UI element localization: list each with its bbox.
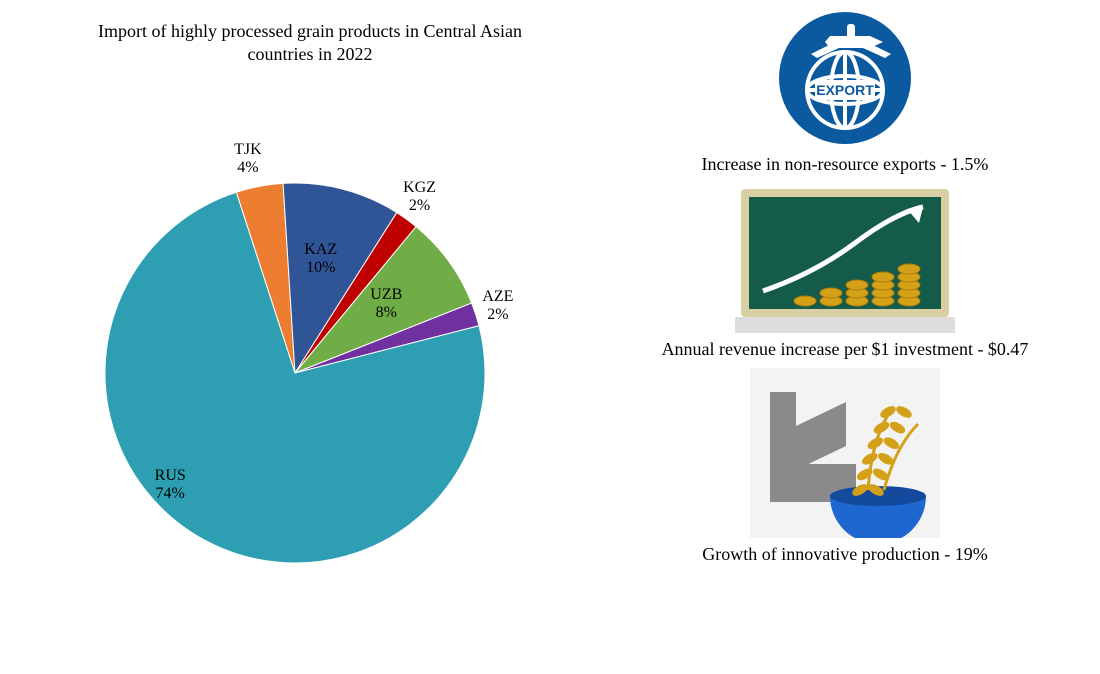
pie-label-pct: 2%	[409, 197, 430, 214]
pie-label-code: KGZ	[403, 179, 436, 196]
pie-label-code: KAZ	[304, 241, 337, 258]
factory-grain-icon	[750, 368, 940, 538]
pie-label-code: AZE	[482, 288, 513, 305]
export-globe-icon: EXPORT	[775, 8, 915, 148]
pie-chart-panel: Import of highly processed grain product…	[30, 20, 590, 640]
pie-label-rus: RUS74%	[155, 467, 186, 504]
pie-label-pct: 4%	[237, 159, 258, 176]
pie-label-kgz: KGZ2%	[403, 179, 436, 216]
chart-title: Import of highly processed grain product…	[70, 20, 550, 65]
stat-text-revenue: Annual revenue increase per $1 investmen…	[662, 339, 1029, 360]
pie-label-aze: AZE2%	[482, 288, 513, 325]
pie-label-code: TJK	[234, 141, 262, 158]
page-root: Import of highly processed grain product…	[0, 0, 1100, 674]
svg-text:EXPORT: EXPORT	[816, 82, 874, 98]
pie-label-pct: 2%	[487, 306, 508, 323]
stat-block-exports: EXPORT Increase in non-resource exports …	[702, 8, 989, 175]
stat-block-production: Growth of innovative production - 19%	[702, 368, 987, 565]
stat-text-production: Growth of innovative production - 19%	[702, 544, 987, 565]
stat-text-exports: Increase in non-resource exports - 1.5%	[702, 154, 989, 175]
pie-label-code: UZB	[370, 286, 402, 303]
pie-chart	[30, 73, 590, 633]
pie-label-tjk: TJK4%	[234, 141, 262, 178]
pie-wrap: TJK4%KAZ10%KGZ2%UZB8%AZE2%RUS74%	[30, 73, 590, 593]
stats-column: EXPORT Increase in non-resource exports …	[610, 8, 1080, 573]
pie-label-pct: 8%	[376, 304, 397, 321]
pie-label-uzb: UZB8%	[370, 286, 402, 323]
stat-block-revenue: Annual revenue increase per $1 investmen…	[662, 183, 1029, 360]
growth-chart-icon	[735, 183, 955, 333]
pie-label-kaz: KAZ10%	[304, 241, 337, 278]
pie-label-code: RUS	[155, 467, 186, 484]
pie-label-pct: 74%	[156, 485, 185, 502]
pie-label-pct: 10%	[306, 259, 335, 276]
